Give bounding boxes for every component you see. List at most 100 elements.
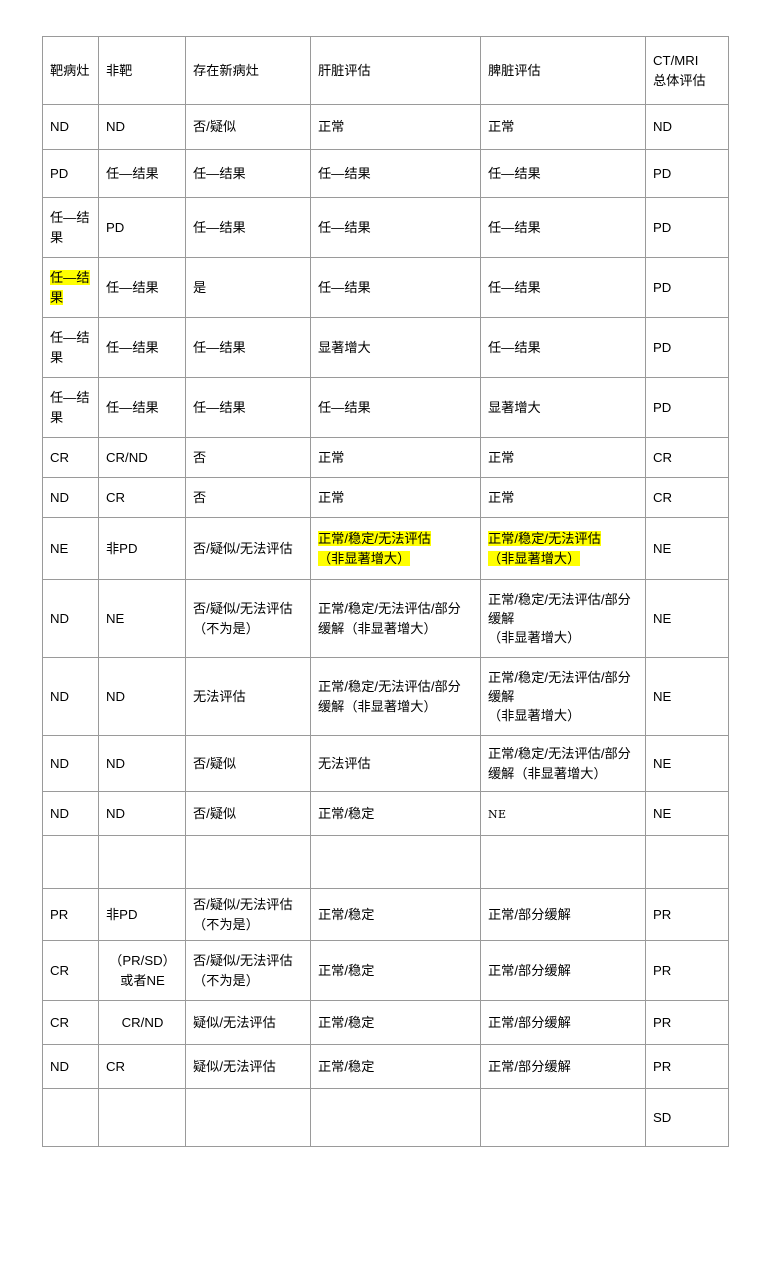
cell-liver[interactable]: 正常 <box>310 104 481 150</box>
column-header-overall[interactable]: CT/MRI 总体评估 <box>645 36 729 105</box>
cell-target[interactable]: ND <box>42 477 99 518</box>
cell-target[interactable]: ND <box>42 657 99 736</box>
cell-nontarget[interactable]: ND <box>98 791 186 836</box>
cell-liver[interactable]: 正常/稳定 <box>310 1044 481 1089</box>
column-header-liver[interactable]: 肝脏评估 <box>310 36 481 105</box>
cell-overall[interactable]: PR <box>645 1000 729 1045</box>
cell-nontarget[interactable]: CR/ND <box>98 437 186 478</box>
cell-nontarget[interactable]: ND <box>98 735 186 792</box>
cell-spleen[interactable]: 正常 <box>480 477 646 518</box>
cell-overall[interactable]: PD <box>645 197 729 258</box>
cell-liver[interactable]: 任—结果 <box>310 197 481 258</box>
cell-nontarget[interactable]: 任—结果 <box>98 377 186 438</box>
cell-spleen[interactable]: 正常/稳定/无法评估/部分缓解（非显著增大） <box>480 735 646 792</box>
cell-newlesion[interactable]: 否 <box>185 477 311 518</box>
cell-spleen[interactable]: 正常/稳定/无法评估/部分缓解（非显著增大） <box>480 579 646 658</box>
cell-newlesion[interactable]: 任—结果 <box>185 197 311 258</box>
cell-liver[interactable]: 任—结果 <box>310 257 481 318</box>
cell-overall[interactable]: PR <box>645 1044 729 1089</box>
cell-overall[interactable]: PD <box>645 149 729 198</box>
cell-target[interactable]: ND <box>42 735 99 792</box>
cell-newlesion[interactable] <box>185 835 311 889</box>
cell-target[interactable]: ND <box>42 579 99 658</box>
cell-spleen[interactable]: 正常 <box>480 104 646 150</box>
cell-spleen[interactable]: 正常/稳定/无法评估 （非显著增大） <box>480 517 646 580</box>
cell-newlesion[interactable]: 否/疑似 <box>185 735 311 792</box>
cell-nontarget[interactable]: CR <box>98 1044 186 1089</box>
cell-spleen[interactable] <box>480 1088 646 1147</box>
cell-liver[interactable]: 正常/稳定/无法评估/部分缓解（非显著增大） <box>310 657 481 736</box>
cell-target[interactable]: CR <box>42 940 99 1001</box>
cell-nontarget[interactable] <box>98 835 186 889</box>
cell-nontarget[interactable]: CR/ND <box>98 1000 186 1045</box>
cell-target[interactable]: NE <box>42 517 99 580</box>
column-header-newlesion[interactable]: 存在新病灶 <box>185 36 311 105</box>
cell-overall[interactable]: PD <box>645 317 729 378</box>
cell-nontarget[interactable]: ND <box>98 657 186 736</box>
cell-nontarget[interactable]: PD <box>98 197 186 258</box>
cell-liver[interactable]: 正常/稳定 <box>310 888 481 941</box>
cell-overall[interactable]: NE <box>645 517 729 580</box>
cell-nontarget[interactable]: 非PD <box>98 517 186 580</box>
cell-nontarget[interactable]: （PR/SD）或者NE <box>98 940 186 1001</box>
cell-overall[interactable]: NE <box>645 735 729 792</box>
cell-newlesion[interactable]: 无法评估 <box>185 657 311 736</box>
cell-liver[interactable]: 正常/稳定/无法评估 （非显著增大） <box>310 517 481 580</box>
cell-spleen[interactable]: 任—结果 <box>480 257 646 318</box>
cell-nontarget[interactable]: 任—结果 <box>98 149 186 198</box>
cell-newlesion[interactable]: 疑似/无法评估 <box>185 1000 311 1045</box>
cell-spleen[interactable]: 任—结果 <box>480 317 646 378</box>
cell-spleen[interactable]: 显著增大 <box>480 377 646 438</box>
cell-liver[interactable]: 显著增大 <box>310 317 481 378</box>
cell-nontarget[interactable]: NE <box>98 579 186 658</box>
cell-nontarget[interactable]: 任—结果 <box>98 257 186 318</box>
cell-liver[interactable]: 正常 <box>310 477 481 518</box>
cell-overall[interactable]: PR <box>645 940 729 1001</box>
cell-newlesion[interactable]: 是 <box>185 257 311 318</box>
cell-newlesion[interactable]: 否 <box>185 437 311 478</box>
cell-liver[interactable]: 任—结果 <box>310 149 481 198</box>
cell-target[interactable]: CR <box>42 1000 99 1045</box>
cell-target[interactable]: PD <box>42 149 99 198</box>
cell-overall[interactable]: NE <box>645 791 729 836</box>
cell-newlesion[interactable]: 任—结果 <box>185 317 311 378</box>
cell-spleen[interactable]: 正常/部分缓解 <box>480 1000 646 1045</box>
cell-spleen[interactable]: 正常/部分缓解 <box>480 1044 646 1089</box>
cell-liver[interactable]: 正常/稳定/无法评估/部分缓解（非显著增大） <box>310 579 481 658</box>
cell-newlesion[interactable]: 疑似/无法评估 <box>185 1044 311 1089</box>
cell-liver[interactable]: 任—结果 <box>310 377 481 438</box>
cell-spleen[interactable]: 正常/稳定/无法评估/部分缓解（非显著增大） <box>480 657 646 736</box>
cell-target[interactable]: CR <box>42 437 99 478</box>
cell-newlesion[interactable]: 否/疑似/无法评估（不为是） <box>185 940 311 1001</box>
cell-target[interactable] <box>42 835 99 889</box>
cell-liver[interactable]: 正常 <box>310 437 481 478</box>
cell-spleen[interactable]: NE <box>480 791 646 836</box>
cell-newlesion[interactable]: 任—结果 <box>185 149 311 198</box>
cell-overall[interactable] <box>645 835 729 889</box>
cell-spleen[interactable]: 正常/部分缓解 <box>480 940 646 1001</box>
cell-target[interactable]: 任—结果 <box>42 377 99 438</box>
cell-overall[interactable]: NE <box>645 657 729 736</box>
cell-newlesion[interactable]: 否/疑似/无法评估（不为是） <box>185 888 311 941</box>
cell-overall[interactable]: CR <box>645 437 729 478</box>
cell-nontarget[interactable]: 非PD <box>98 888 186 941</box>
cell-liver[interactable] <box>310 835 481 889</box>
cell-overall[interactable]: CR <box>645 477 729 518</box>
cell-newlesion[interactable]: 否/疑似 <box>185 104 311 150</box>
cell-newlesion[interactable]: 任—结果 <box>185 377 311 438</box>
cell-overall[interactable]: PD <box>645 377 729 438</box>
cell-newlesion[interactable]: 否/疑似/无法评估 <box>185 517 311 580</box>
cell-target[interactable]: 任—结果 <box>42 257 99 318</box>
cell-newlesion[interactable]: 否/疑似/无法评估（不为是） <box>185 579 311 658</box>
cell-nontarget[interactable] <box>98 1088 186 1147</box>
cell-overall[interactable]: ND <box>645 104 729 150</box>
cell-overall[interactable]: PD <box>645 257 729 318</box>
column-header-spleen[interactable]: 脾脏评估 <box>480 36 646 105</box>
cell-spleen[interactable]: 正常 <box>480 437 646 478</box>
cell-spleen[interactable]: 任—结果 <box>480 149 646 198</box>
column-header-target[interactable]: 靶病灶 <box>42 36 99 105</box>
cell-liver[interactable]: 无法评估 <box>310 735 481 792</box>
cell-overall[interactable]: PR <box>645 888 729 941</box>
cell-liver[interactable]: 正常/稳定 <box>310 1000 481 1045</box>
cell-nontarget[interactable]: 任—结果 <box>98 317 186 378</box>
